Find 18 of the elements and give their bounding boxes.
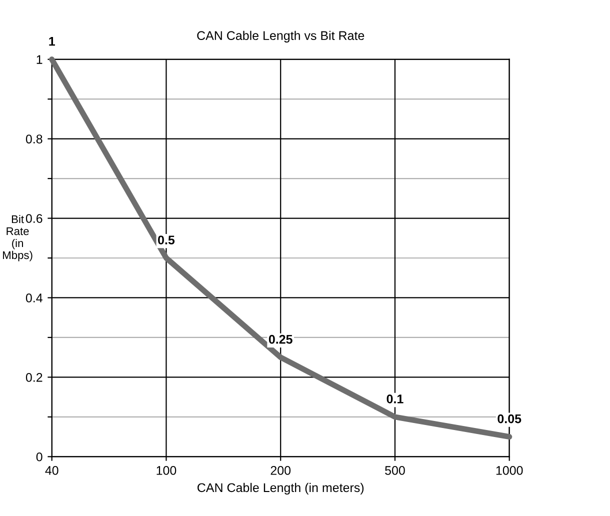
- y-tick-label: 0.2: [26, 372, 42, 382]
- data-label: 0.25: [268, 334, 292, 344]
- y-tick-label: 0.8: [26, 134, 42, 144]
- x-axis-title: CAN Cable Length (in meters): [198, 482, 364, 495]
- y-tick-label: 1: [36, 55, 42, 64]
- data-label: 0.5: [158, 236, 175, 244]
- x-tick-label: 1000: [496, 466, 523, 475]
- data-label: 0.1: [386, 394, 404, 404]
- x-tick-label: 500: [385, 466, 405, 475]
- data-label: 1: [49, 37, 55, 46]
- chart-title: CAN Cable Length vs Bit Rate: [197, 30, 364, 42]
- y-tick-label: 0.4: [26, 294, 42, 302]
- x-tick-label: 200: [270, 466, 291, 475]
- y-tick-label: 0: [36, 452, 42, 462]
- y-tick-label: 0.6: [26, 214, 42, 223]
- data-label: 0.05: [498, 414, 522, 424]
- x-tick-label: 100: [156, 466, 176, 475]
- x-tick-label: 40: [45, 466, 58, 475]
